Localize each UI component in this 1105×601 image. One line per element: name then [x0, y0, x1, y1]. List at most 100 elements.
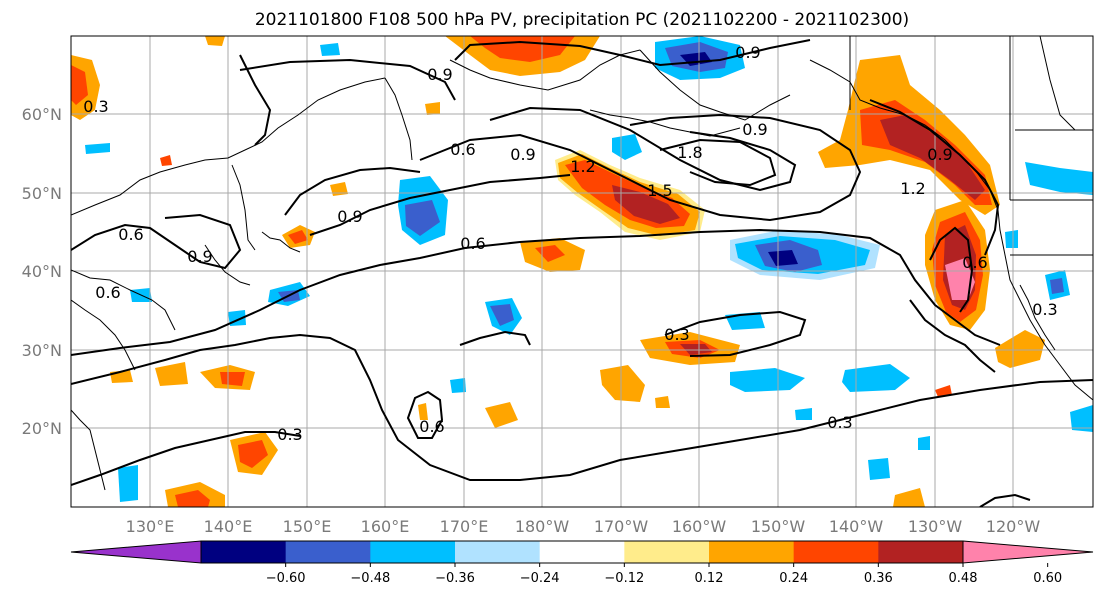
lon-tick-label: 130°W — [908, 517, 963, 536]
contour-label: 0.9 — [187, 247, 212, 266]
lat-tick-label: 50°N — [22, 184, 62, 203]
colorbar-segment — [285, 541, 371, 563]
shade-patch — [425, 102, 440, 115]
lat-tick-label: 40°N — [22, 262, 62, 281]
shade-patch — [600, 365, 645, 402]
shade-patch — [612, 134, 642, 160]
contour-label: 0.9 — [337, 207, 362, 226]
shade-patch — [155, 362, 188, 386]
lon-tick-label: 160°E — [361, 517, 410, 536]
colorbar-segment — [539, 541, 625, 563]
shade-patch — [655, 396, 670, 408]
map-title: 2021101800 F108 500 hPa PV, precipitatio… — [255, 10, 909, 30]
lon-tick-label: 170°W — [594, 517, 649, 536]
contour-label: 0.3 — [83, 97, 108, 116]
shade-patch — [842, 364, 910, 392]
lon-tick-label: 180°W — [515, 517, 570, 536]
contour-label: 0.9 — [735, 43, 760, 62]
colorbar-segment — [793, 541, 879, 563]
colorbar-tick-label: −0.60 — [266, 571, 306, 586]
contour-label: 0.3 — [1032, 300, 1057, 319]
shade-patch — [918, 436, 930, 450]
contour-label: 0.3 — [277, 425, 302, 444]
shade-patch — [795, 408, 812, 420]
shade-patch — [118, 465, 138, 502]
shade-patch — [945, 258, 975, 300]
shade-patch — [868, 458, 890, 480]
colorbar-tick-label: 0.36 — [864, 571, 893, 586]
lon-tick-label: 130°E — [126, 517, 175, 536]
colorbar-tick-label: 0.24 — [779, 571, 808, 586]
shade-patch — [1025, 162, 1093, 195]
shade-patch — [238, 440, 268, 468]
contour-label: 1.8 — [677, 143, 702, 162]
shade-patch — [485, 402, 518, 428]
contour-label: 0.6 — [460, 234, 485, 253]
colorbar-tick-label: −0.36 — [435, 571, 475, 586]
contour-label: 0.3 — [827, 413, 852, 432]
contour-label: 0.9 — [427, 65, 452, 84]
lon-tick-label: 150°W — [751, 517, 806, 536]
colorbar-tick-label: 0.12 — [695, 571, 724, 586]
contour-label: 0.9 — [742, 120, 767, 139]
shade-patch — [768, 250, 798, 266]
contour-label: 0.6 — [962, 253, 987, 272]
contour-labels: 0.9 0.9 0.3 0.6 0.9 1.2 1.5 1.8 0.9 0.6 … — [83, 43, 1057, 444]
lat-tick-label: 20°N — [22, 419, 62, 438]
colorbar-tick-label: −0.12 — [604, 571, 644, 586]
colorbar-extend-low — [70, 540, 202, 564]
shade-patch — [71, 65, 88, 105]
shade-patch — [288, 230, 308, 244]
shade-patch — [730, 368, 805, 392]
shade-patch — [995, 330, 1045, 368]
shade-patch — [450, 378, 466, 393]
map-frame — [70, 35, 1094, 508]
lat-tick-label: 30°N — [22, 341, 62, 360]
shade-patch — [1070, 405, 1093, 432]
pv-contours — [71, 39, 1093, 507]
shade-patch — [612, 185, 680, 224]
shade-patch — [220, 372, 245, 386]
lon-tick-label: 120°W — [986, 517, 1041, 536]
contour-label: 0.6 — [118, 225, 143, 244]
lon-tick-label: 160°W — [672, 517, 727, 536]
longitude-tick-labels: 130°E 140°E 150°E 160°E 170°E 180°W 170°… — [126, 517, 1041, 536]
lon-tick-label: 140°E — [204, 517, 253, 536]
colorbar-segment — [878, 541, 964, 563]
shade-patch — [85, 143, 110, 154]
contour-label: 0.3 — [664, 325, 689, 344]
colorbar-frame — [200, 540, 964, 564]
colorbar-segment — [624, 541, 710, 563]
shade-patch — [935, 385, 952, 397]
shade-patch — [1050, 278, 1064, 294]
shade-patch — [405, 200, 440, 236]
colorbar-tick-label: −0.24 — [520, 571, 560, 586]
shade-patch — [880, 115, 985, 200]
lat-tick-label: 60°N — [22, 105, 62, 124]
colorbar-extend-high — [962, 540, 1094, 564]
contour-label: 1.5 — [647, 181, 672, 200]
colorbar-segment — [455, 541, 541, 563]
shade-patch — [490, 304, 514, 326]
contour-label: 0.6 — [419, 417, 444, 436]
colorbar-segment — [370, 541, 456, 563]
shade-patch — [893, 488, 925, 507]
colorbar-tick-label: 0.60 — [1033, 571, 1062, 586]
colorbar: −0.60 −0.48 −0.36 −0.24 −0.12 0.12 0.24 0.36 0.4… — [70, 540, 1094, 586]
shade-patch — [418, 403, 428, 420]
lon-tick-label: 140°W — [829, 517, 884, 536]
contour-label: 1.2 — [900, 179, 925, 198]
latitude-tick-labels: 20°N 30°N 40°N 50°N 60°N — [22, 105, 62, 438]
coastlines — [71, 36, 1093, 491]
contour-label: 0.6 — [450, 140, 475, 159]
colorbar-segment — [709, 541, 795, 563]
contour-label: 1.2 — [570, 157, 595, 176]
shade-patch — [175, 490, 210, 507]
lon-tick-label: 170°E — [440, 517, 489, 536]
colorbar-tick-label: 0.48 — [949, 571, 978, 586]
lon-tick-label: 150°E — [283, 517, 332, 536]
contour-label: 0.9 — [927, 145, 952, 164]
colorbar-segment — [201, 541, 287, 563]
shade-patch — [160, 155, 172, 166]
